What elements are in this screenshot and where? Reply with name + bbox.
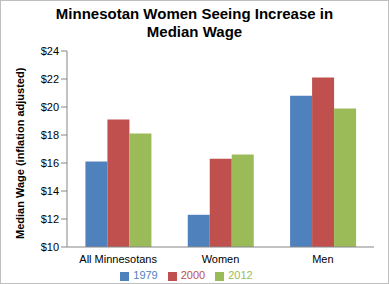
svg-text:$10: $10 [41, 241, 59, 253]
svg-text:$22: $22 [41, 73, 59, 85]
svg-text:Men: Men [312, 253, 333, 265]
svg-text:Women: Women [202, 253, 240, 265]
html-text:Minnesotan Women Seeing Increa: Minnesotan Women Seeing Increase in Medi… [55, 5, 334, 40]
svg-text:$24: $24 [41, 45, 59, 57]
svg-text:$16: $16 [41, 157, 59, 169]
html-text:2012: 2012 [228, 269, 253, 281]
html-text:1979: 1979 [133, 269, 158, 281]
svg-text:$12: $12 [41, 213, 59, 225]
html-text:2000: 2000 [180, 269, 206, 281]
svg-text:$14: $14 [41, 185, 59, 197]
svg-text:Median Wage (inflation adjuste: Median Wage (inflation adjusted) [14, 67, 26, 239]
svg-text:All Minnesotans: All Minnesotans [79, 253, 157, 265]
svg-text:$20: $20 [41, 101, 59, 113]
svg-text:$18: $18 [41, 129, 59, 141]
